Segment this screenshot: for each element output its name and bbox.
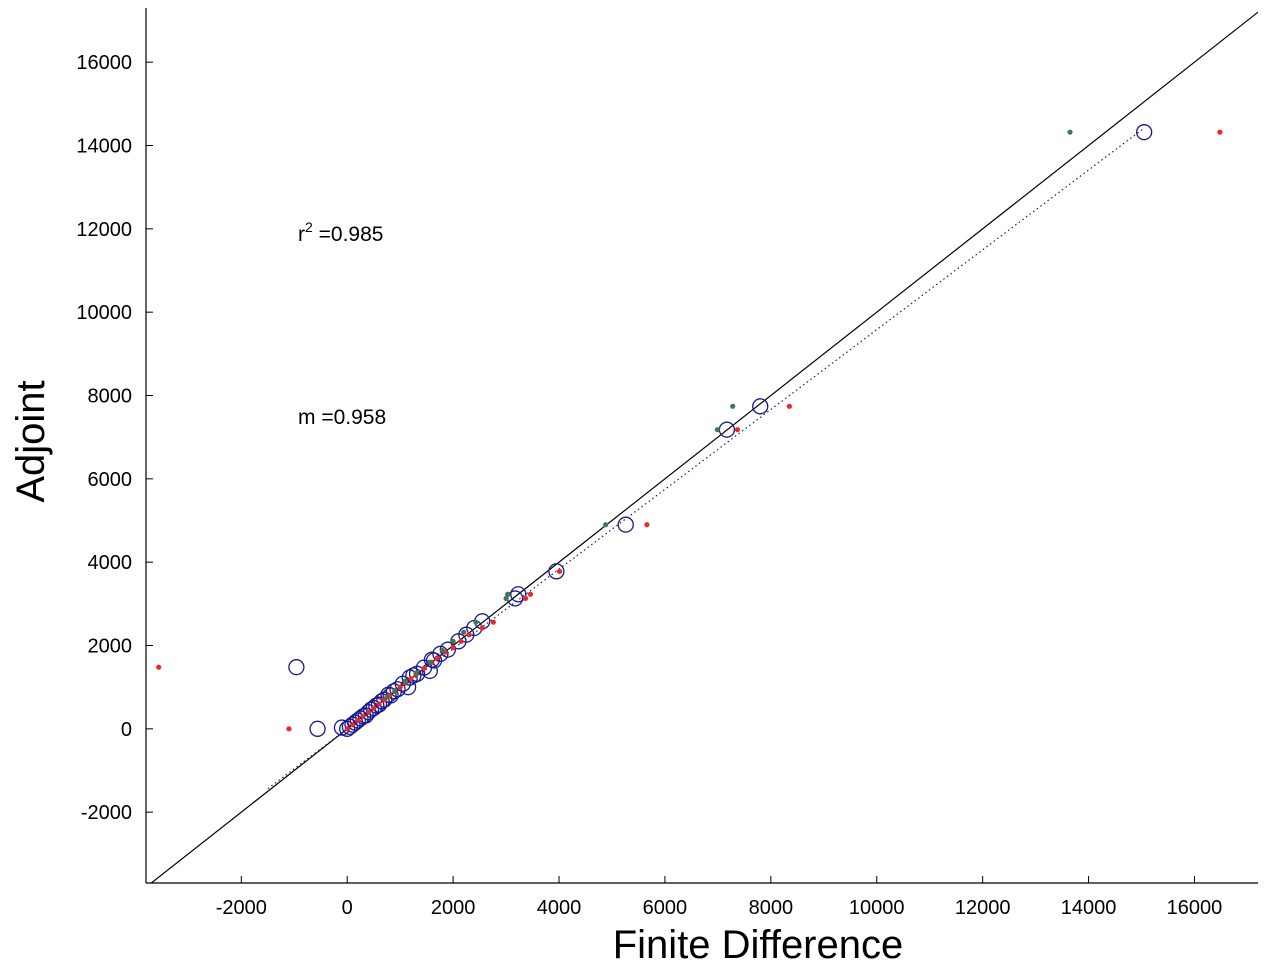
data-point-green [427,659,433,665]
x-tick-label: -2000 [216,897,267,919]
data-point-red [556,568,563,574]
y-tick-label: 16000 [76,52,132,74]
data-point-circle [288,659,305,676]
x-axis-title: Finite Difference [613,923,904,967]
data-point-circle [432,645,449,662]
data-point-red [527,591,534,597]
data-point-red [458,638,464,644]
data-point-red [466,632,472,638]
data-point-circle [752,398,769,415]
data-point-circle [309,720,326,737]
data-point-red [434,655,440,661]
y-tick-label: -2000 [81,802,132,824]
y-tick-label: 12000 [76,219,132,241]
r-squared-annotation: r2 =0.985 [298,219,383,246]
axes: -2000 0 2000 4000 6000 8000 10000 12000 14000 160… [76,8,1258,919]
data-point-red [371,705,377,711]
r-squared-superscript: 2 [305,219,313,235]
data-point-red [408,676,414,682]
data-point-red [360,713,366,719]
data-point-green [473,619,479,625]
data-point-green [384,694,390,700]
y-tick-label: 0 [121,719,132,741]
reference-lines [150,11,1258,883]
data-point-green [503,595,509,602]
data-point-green [505,591,511,597]
x-tick-label: 10000 [849,897,905,919]
data-point-red [286,726,292,732]
data-point-circle [341,718,359,735]
data-point-red [156,664,162,670]
data-point-red [450,644,456,651]
x-tick-label: 12000 [955,897,1011,919]
data-point-green [461,629,467,635]
identity-line [150,11,1258,883]
x-tick-label: 4000 [537,897,582,919]
data-point-red [479,625,485,631]
data-point-red [397,684,403,690]
data-point-circle [339,720,356,737]
data-point-green [439,647,446,654]
data-point-red [349,722,356,728]
data-point-circle [548,563,565,580]
data-point-red [644,522,650,528]
data-point-circle [617,516,634,533]
x-tick-label: 2000 [431,897,476,919]
data-point-circle [385,683,402,700]
data-point-red [1217,129,1223,135]
x-tick-label: 6000 [643,897,688,919]
data-point-circle [344,716,361,733]
x-tick-label: 14000 [1061,897,1117,919]
x-tick-label: 0 [342,897,353,919]
data-point-red [786,403,792,409]
series-dot-green [384,129,1073,700]
data-point-red [344,726,350,732]
data-point-circle [405,667,422,684]
y-tick-label: 4000 [88,552,133,574]
slope-annotation: m =0.958 [298,406,386,429]
y-tick-label: 14000 [76,136,132,158]
data-point-green [392,687,398,694]
y-tick-label: 10000 [76,302,132,324]
data-point-green [603,522,609,528]
chart-text: Finite Difference Adjoint r2 =0.985 m =0… [9,219,903,967]
data-point-circle [510,586,527,603]
fit-line [267,127,1145,790]
data-point-green [730,403,736,409]
data-point-red [734,427,741,433]
r-squared-prefix: r [298,223,305,246]
series-dot-red [156,129,1223,732]
data-point-green [402,678,409,684]
series-open-circle [288,124,1153,737]
y-tick-label: 2000 [88,636,133,658]
y-tick-label: 8000 [88,386,133,408]
data-point-circle [1136,124,1153,141]
data-point-red [490,619,496,625]
data-point-green [1067,129,1073,135]
data-point-red [355,717,361,724]
data-point-red [421,665,427,672]
r-squared-value: =0.985 [313,223,384,246]
data-series [156,124,1223,737]
x-tick-label: 16000 [1167,897,1223,919]
data-point-green [413,670,419,676]
data-point-red [523,595,529,602]
data-point-circle [399,679,417,696]
data-point-green [714,427,720,433]
data-point-red [376,701,382,707]
data-point-red [365,709,371,715]
x-tick-label: 8000 [749,897,794,919]
data-point-green [450,638,456,644]
y-tick-label: 6000 [88,469,133,491]
y-axis-title: Adjoint [9,380,53,502]
